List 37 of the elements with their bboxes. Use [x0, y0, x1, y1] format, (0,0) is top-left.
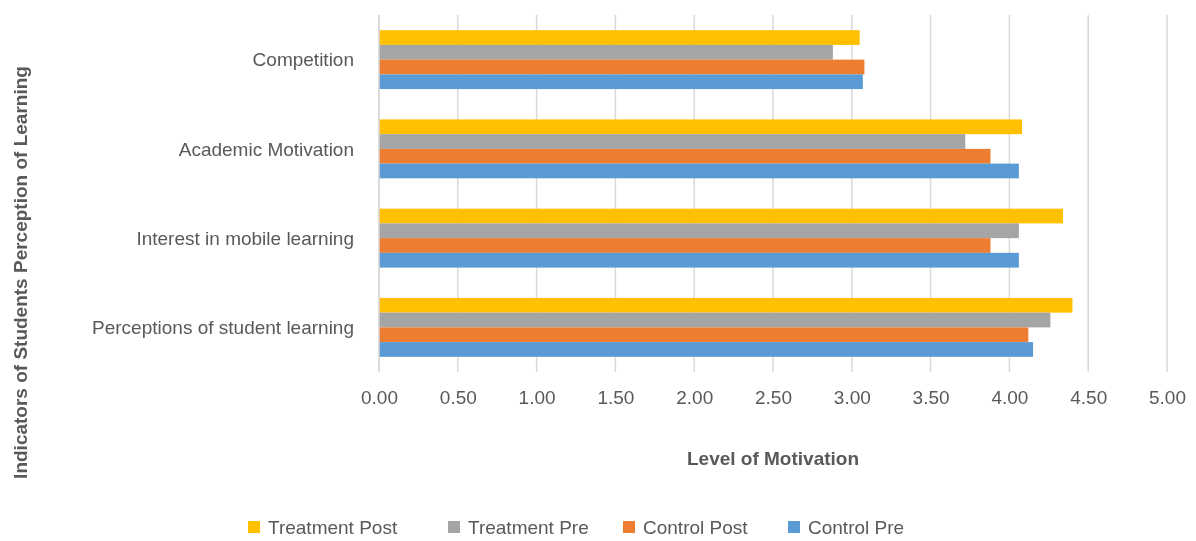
bar [379, 238, 991, 253]
legend-label: Control Post [643, 516, 749, 538]
bar [379, 44, 833, 60]
y-tick-label: Competition [252, 49, 354, 71]
x-tick-label: 1.00 [518, 387, 556, 408]
bar [379, 163, 1019, 179]
x-tick-label: 4.50 [1070, 387, 1108, 408]
bar [379, 252, 1019, 268]
x-tick-label: 0.00 [361, 387, 398, 408]
x-tick-label: 2.00 [676, 387, 714, 408]
x-axis-title: Level of Motivation [686, 448, 860, 469]
bar [379, 297, 1073, 313]
bar [379, 327, 1029, 343]
x-tick-label: 2.50 [755, 387, 792, 408]
bar [379, 74, 863, 90]
bar [379, 30, 860, 45]
bar [379, 119, 1023, 135]
legend-label: Treatment Pre [468, 516, 589, 538]
bar [379, 342, 1034, 357]
x-tick-label: 1.50 [597, 387, 635, 408]
x-tick-label: 0.50 [439, 387, 477, 408]
x-tick-label: 3.00 [833, 387, 871, 408]
y-tick-label: Academic Motivation [178, 138, 354, 160]
x-tick-label: 3.50 [912, 387, 950, 408]
y-axis-title: Indicators of Students Perception of Learning [10, 66, 31, 479]
bar [379, 148, 991, 164]
legend-label: Treatment Post [268, 516, 398, 538]
bar [379, 208, 1063, 224]
x-tick-label: 5.00 [1149, 387, 1186, 408]
bar [379, 134, 966, 149]
legend-label: Control Pre [808, 516, 905, 538]
bar [379, 59, 865, 75]
y-tick-label: Interest in mobile learning [136, 227, 354, 249]
x-tick-label: 4.00 [991, 387, 1029, 408]
bar [379, 223, 1019, 239]
bar [379, 312, 1051, 328]
y-tick-label: Perceptions of student learning [92, 317, 354, 339]
